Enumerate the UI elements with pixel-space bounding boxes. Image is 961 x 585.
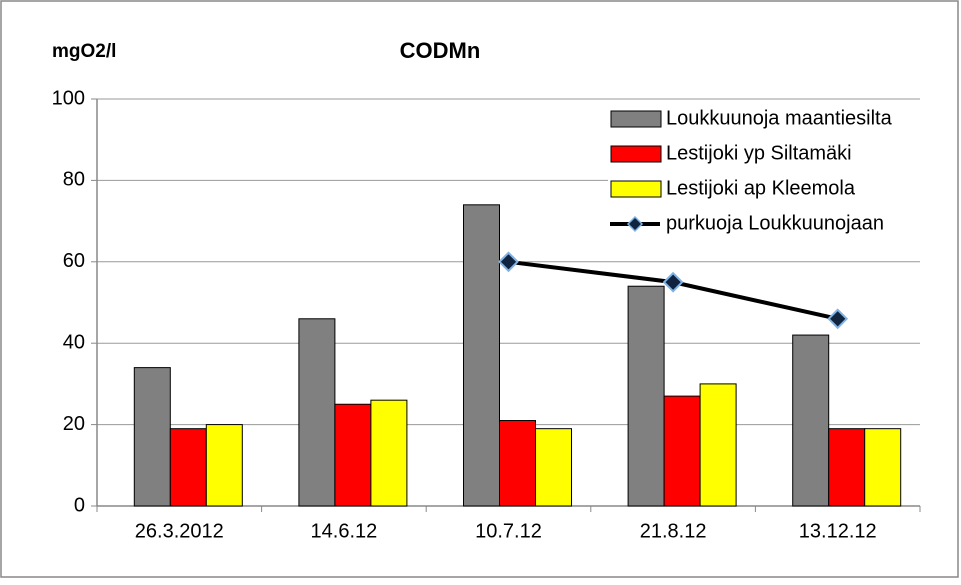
y-tick-label: 60: [63, 250, 85, 272]
line-marker: [662, 271, 684, 293]
bar: [663, 395, 701, 507]
y-tick-label: 0: [74, 494, 85, 516]
bar: [169, 428, 207, 507]
y-tick-label: 20: [63, 413, 85, 435]
bar: [298, 318, 336, 507]
legend-label: Loukkuunoja maantiesilta: [666, 107, 893, 129]
bar: [370, 399, 408, 507]
bar: [535, 428, 572, 507]
bar: [828, 428, 866, 507]
x-tick-label: 21.8.12: [640, 520, 707, 542]
bar: [133, 367, 171, 507]
line-marker: [827, 308, 849, 330]
legend-label: Lestijoki ap Kleemola: [666, 177, 856, 199]
bar: [205, 424, 243, 507]
bar: [334, 403, 372, 507]
bar: [699, 383, 737, 507]
x-tick-label: 10.7.12: [475, 520, 542, 542]
x-tick-label: 13.12.12: [799, 520, 877, 542]
y-axis-label: mgO2/l: [52, 41, 116, 62]
legend-box: [608, 103, 948, 243]
y-tick-label: 80: [63, 169, 85, 191]
x-tick-label: 14.6.12: [311, 520, 378, 542]
legend-marker: [626, 215, 644, 233]
legend-label: purkuoja Loukkuunojaan: [666, 212, 884, 234]
legend-label: Lestijoki yp Siltamäki: [666, 142, 852, 164]
line-marker: [498, 251, 519, 273]
bar: [463, 204, 500, 507]
chart-title: CODMn: [400, 38, 481, 63]
bar: [864, 428, 902, 507]
x-tick-label: 26.3.2012: [135, 520, 224, 542]
legend-swatch: [610, 110, 662, 128]
bar: [792, 334, 830, 507]
y-tick-label: 100: [52, 87, 85, 109]
bar: [627, 285, 665, 507]
legend-swatch: [610, 145, 662, 163]
legend-swatch: [610, 180, 662, 198]
y-tick-label: 40: [63, 331, 85, 353]
bar: [499, 420, 536, 507]
